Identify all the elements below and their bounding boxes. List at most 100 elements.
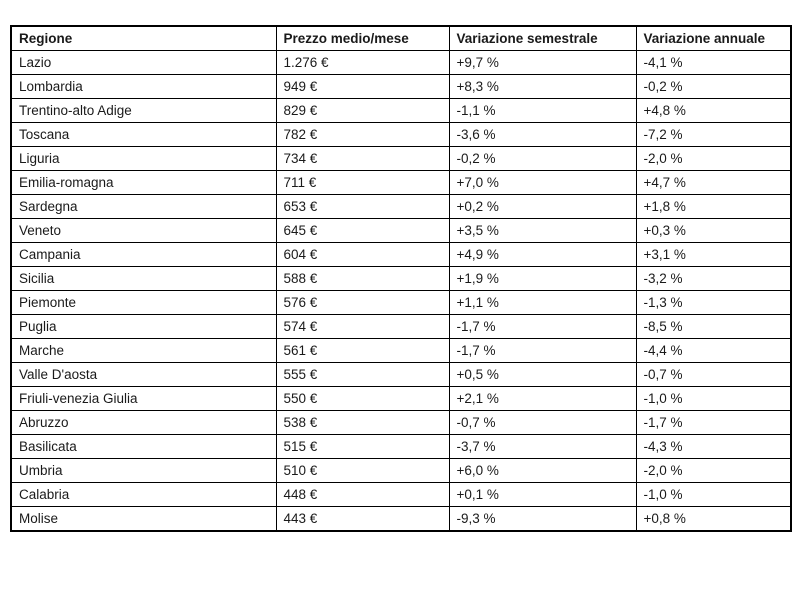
cell-var-semestrale: -3,7 %	[448, 434, 637, 459]
cell-prezzo: 829 €	[275, 98, 450, 123]
cell-var-annuale: +1,8 %	[635, 194, 792, 219]
table-row: Piemonte 576 € +1,1 % -1,3 %	[10, 290, 792, 315]
table-row: Veneto 645 € +3,5 % +0,3 %	[10, 218, 792, 243]
table-row: Sicilia 588 € +1,9 % -3,2 %	[10, 266, 792, 291]
table-row: Molise 443 € -9,3 % +0,8 %	[10, 506, 792, 532]
table-body: Lazio 1.276 € +9,7 % -4,1 % Lombardia 949 € +8…	[10, 50, 792, 532]
table-row: Puglia 574 € -1,7 % -8,5 %	[10, 314, 792, 339]
cell-var-semestrale: +1,9 %	[448, 266, 637, 291]
cell-var-annuale: -4,4 %	[635, 338, 792, 363]
cell-var-annuale: -0,7 %	[635, 362, 792, 387]
table-row: Emilia-romagna 711 € +7,0 % +4,7 %	[10, 170, 792, 195]
table-row: Friuli-venezia Giulia 550 € +2,1 % -1,0 %	[10, 386, 792, 411]
cell-var-annuale: -2,0 %	[635, 146, 792, 171]
cell-prezzo: 515 €	[275, 434, 450, 459]
table-row: Sardegna 653 € +0,2 % +1,8 %	[10, 194, 792, 219]
cell-prezzo: 510 €	[275, 458, 450, 483]
cell-var-semestrale: -1,1 %	[448, 98, 637, 123]
cell-var-semestrale: +7,0 %	[448, 170, 637, 195]
cell-var-annuale: +4,7 %	[635, 170, 792, 195]
cell-regione: Friuli-venezia Giulia	[10, 386, 277, 411]
header-cell-variazione-annuale: Variazione annuale	[635, 25, 792, 51]
cell-var-annuale: -3,2 %	[635, 266, 792, 291]
cell-regione: Lazio	[10, 50, 277, 75]
cell-regione: Molise	[10, 506, 277, 532]
cell-var-semestrale: +3,5 %	[448, 218, 637, 243]
regions-price-table: Regione Prezzo medio/mese Variazione sem…	[10, 25, 792, 532]
header-cell-variazione-semestrale: Variazione semestrale	[448, 25, 637, 51]
table-row: Basilicata 515 € -3,7 % -4,3 %	[10, 434, 792, 459]
cell-var-semestrale: +0,1 %	[448, 482, 637, 507]
table-row: Lombardia 949 € +8,3 % -0,2 %	[10, 74, 792, 99]
cell-var-semestrale: -9,3 %	[448, 506, 637, 532]
cell-prezzo: 711 €	[275, 170, 450, 195]
table-row: Trentino-alto Adige 829 € -1,1 % +4,8 %	[10, 98, 792, 123]
cell-prezzo: 588 €	[275, 266, 450, 291]
cell-var-annuale: -7,2 %	[635, 122, 792, 147]
cell-var-semestrale: +6,0 %	[448, 458, 637, 483]
table-row: Liguria 734 € -0,2 % -2,0 %	[10, 146, 792, 171]
cell-regione: Veneto	[10, 218, 277, 243]
cell-var-annuale: -1,7 %	[635, 410, 792, 435]
cell-regione: Puglia	[10, 314, 277, 339]
cell-var-semestrale: +0,5 %	[448, 362, 637, 387]
cell-prezzo: 550 €	[275, 386, 450, 411]
table-row: Calabria 448 € +0,1 % -1,0 %	[10, 482, 792, 507]
cell-regione: Campania	[10, 242, 277, 267]
header-cell-regione: Regione	[10, 25, 277, 51]
cell-var-semestrale: -1,7 %	[448, 314, 637, 339]
cell-regione: Trentino-alto Adige	[10, 98, 277, 123]
cell-regione: Marche	[10, 338, 277, 363]
table-row: Marche 561 € -1,7 % -4,4 %	[10, 338, 792, 363]
cell-prezzo: 555 €	[275, 362, 450, 387]
table-row: Umbria 510 € +6,0 % -2,0 %	[10, 458, 792, 483]
cell-regione: Sardegna	[10, 194, 277, 219]
cell-var-semestrale: +0,2 %	[448, 194, 637, 219]
cell-prezzo: 1.276 €	[275, 50, 450, 75]
cell-var-annuale: -1,3 %	[635, 290, 792, 315]
cell-var-semestrale: +2,1 %	[448, 386, 637, 411]
cell-prezzo: 604 €	[275, 242, 450, 267]
cell-regione: Piemonte	[10, 290, 277, 315]
table-row: Abruzzo 538 € -0,7 % -1,7 %	[10, 410, 792, 435]
cell-regione: Valle D'aosta	[10, 362, 277, 387]
header-cell-prezzo-medio-mese: Prezzo medio/mese	[275, 25, 450, 51]
table-row: Lazio 1.276 € +9,7 % -4,1 %	[10, 50, 792, 75]
cell-prezzo: 734 €	[275, 146, 450, 171]
cell-regione: Lombardia	[10, 74, 277, 99]
cell-var-annuale: +0,3 %	[635, 218, 792, 243]
table-row: Valle D'aosta 555 € +0,5 % -0,7 %	[10, 362, 792, 387]
cell-var-annuale: -2,0 %	[635, 458, 792, 483]
cell-prezzo: 574 €	[275, 314, 450, 339]
cell-regione: Toscana	[10, 122, 277, 147]
cell-var-semestrale: -1,7 %	[448, 338, 637, 363]
cell-var-annuale: -0,2 %	[635, 74, 792, 99]
cell-var-semestrale: +9,7 %	[448, 50, 637, 75]
header-row: Regione Prezzo medio/mese Variazione sem…	[10, 25, 792, 51]
cell-prezzo: 443 €	[275, 506, 450, 532]
table-header: Regione Prezzo medio/mese Variazione sem…	[10, 25, 792, 51]
table-row: Campania 604 € +4,9 % +3,1 %	[10, 242, 792, 267]
cell-var-semestrale: +1,1 %	[448, 290, 637, 315]
cell-var-annuale: +0,8 %	[635, 506, 792, 532]
table-row: Toscana 782 € -3,6 % -7,2 %	[10, 122, 792, 147]
cell-var-semestrale: +8,3 %	[448, 74, 637, 99]
cell-regione: Sicilia	[10, 266, 277, 291]
cell-var-semestrale: -3,6 %	[448, 122, 637, 147]
cell-var-annuale: -4,3 %	[635, 434, 792, 459]
cell-var-annuale: -1,0 %	[635, 386, 792, 411]
cell-var-semestrale: -0,7 %	[448, 410, 637, 435]
cell-var-semestrale: -0,2 %	[448, 146, 637, 171]
cell-var-annuale: -1,0 %	[635, 482, 792, 507]
cell-regione: Emilia-romagna	[10, 170, 277, 195]
cell-var-annuale: -4,1 %	[635, 50, 792, 75]
cell-regione: Abruzzo	[10, 410, 277, 435]
cell-regione: Liguria	[10, 146, 277, 171]
cell-prezzo: 561 €	[275, 338, 450, 363]
cell-prezzo: 538 €	[275, 410, 450, 435]
cell-var-annuale: +4,8 %	[635, 98, 792, 123]
cell-var-annuale: +3,1 %	[635, 242, 792, 267]
cell-var-annuale: -8,5 %	[635, 314, 792, 339]
cell-prezzo: 782 €	[275, 122, 450, 147]
cell-prezzo: 949 €	[275, 74, 450, 99]
